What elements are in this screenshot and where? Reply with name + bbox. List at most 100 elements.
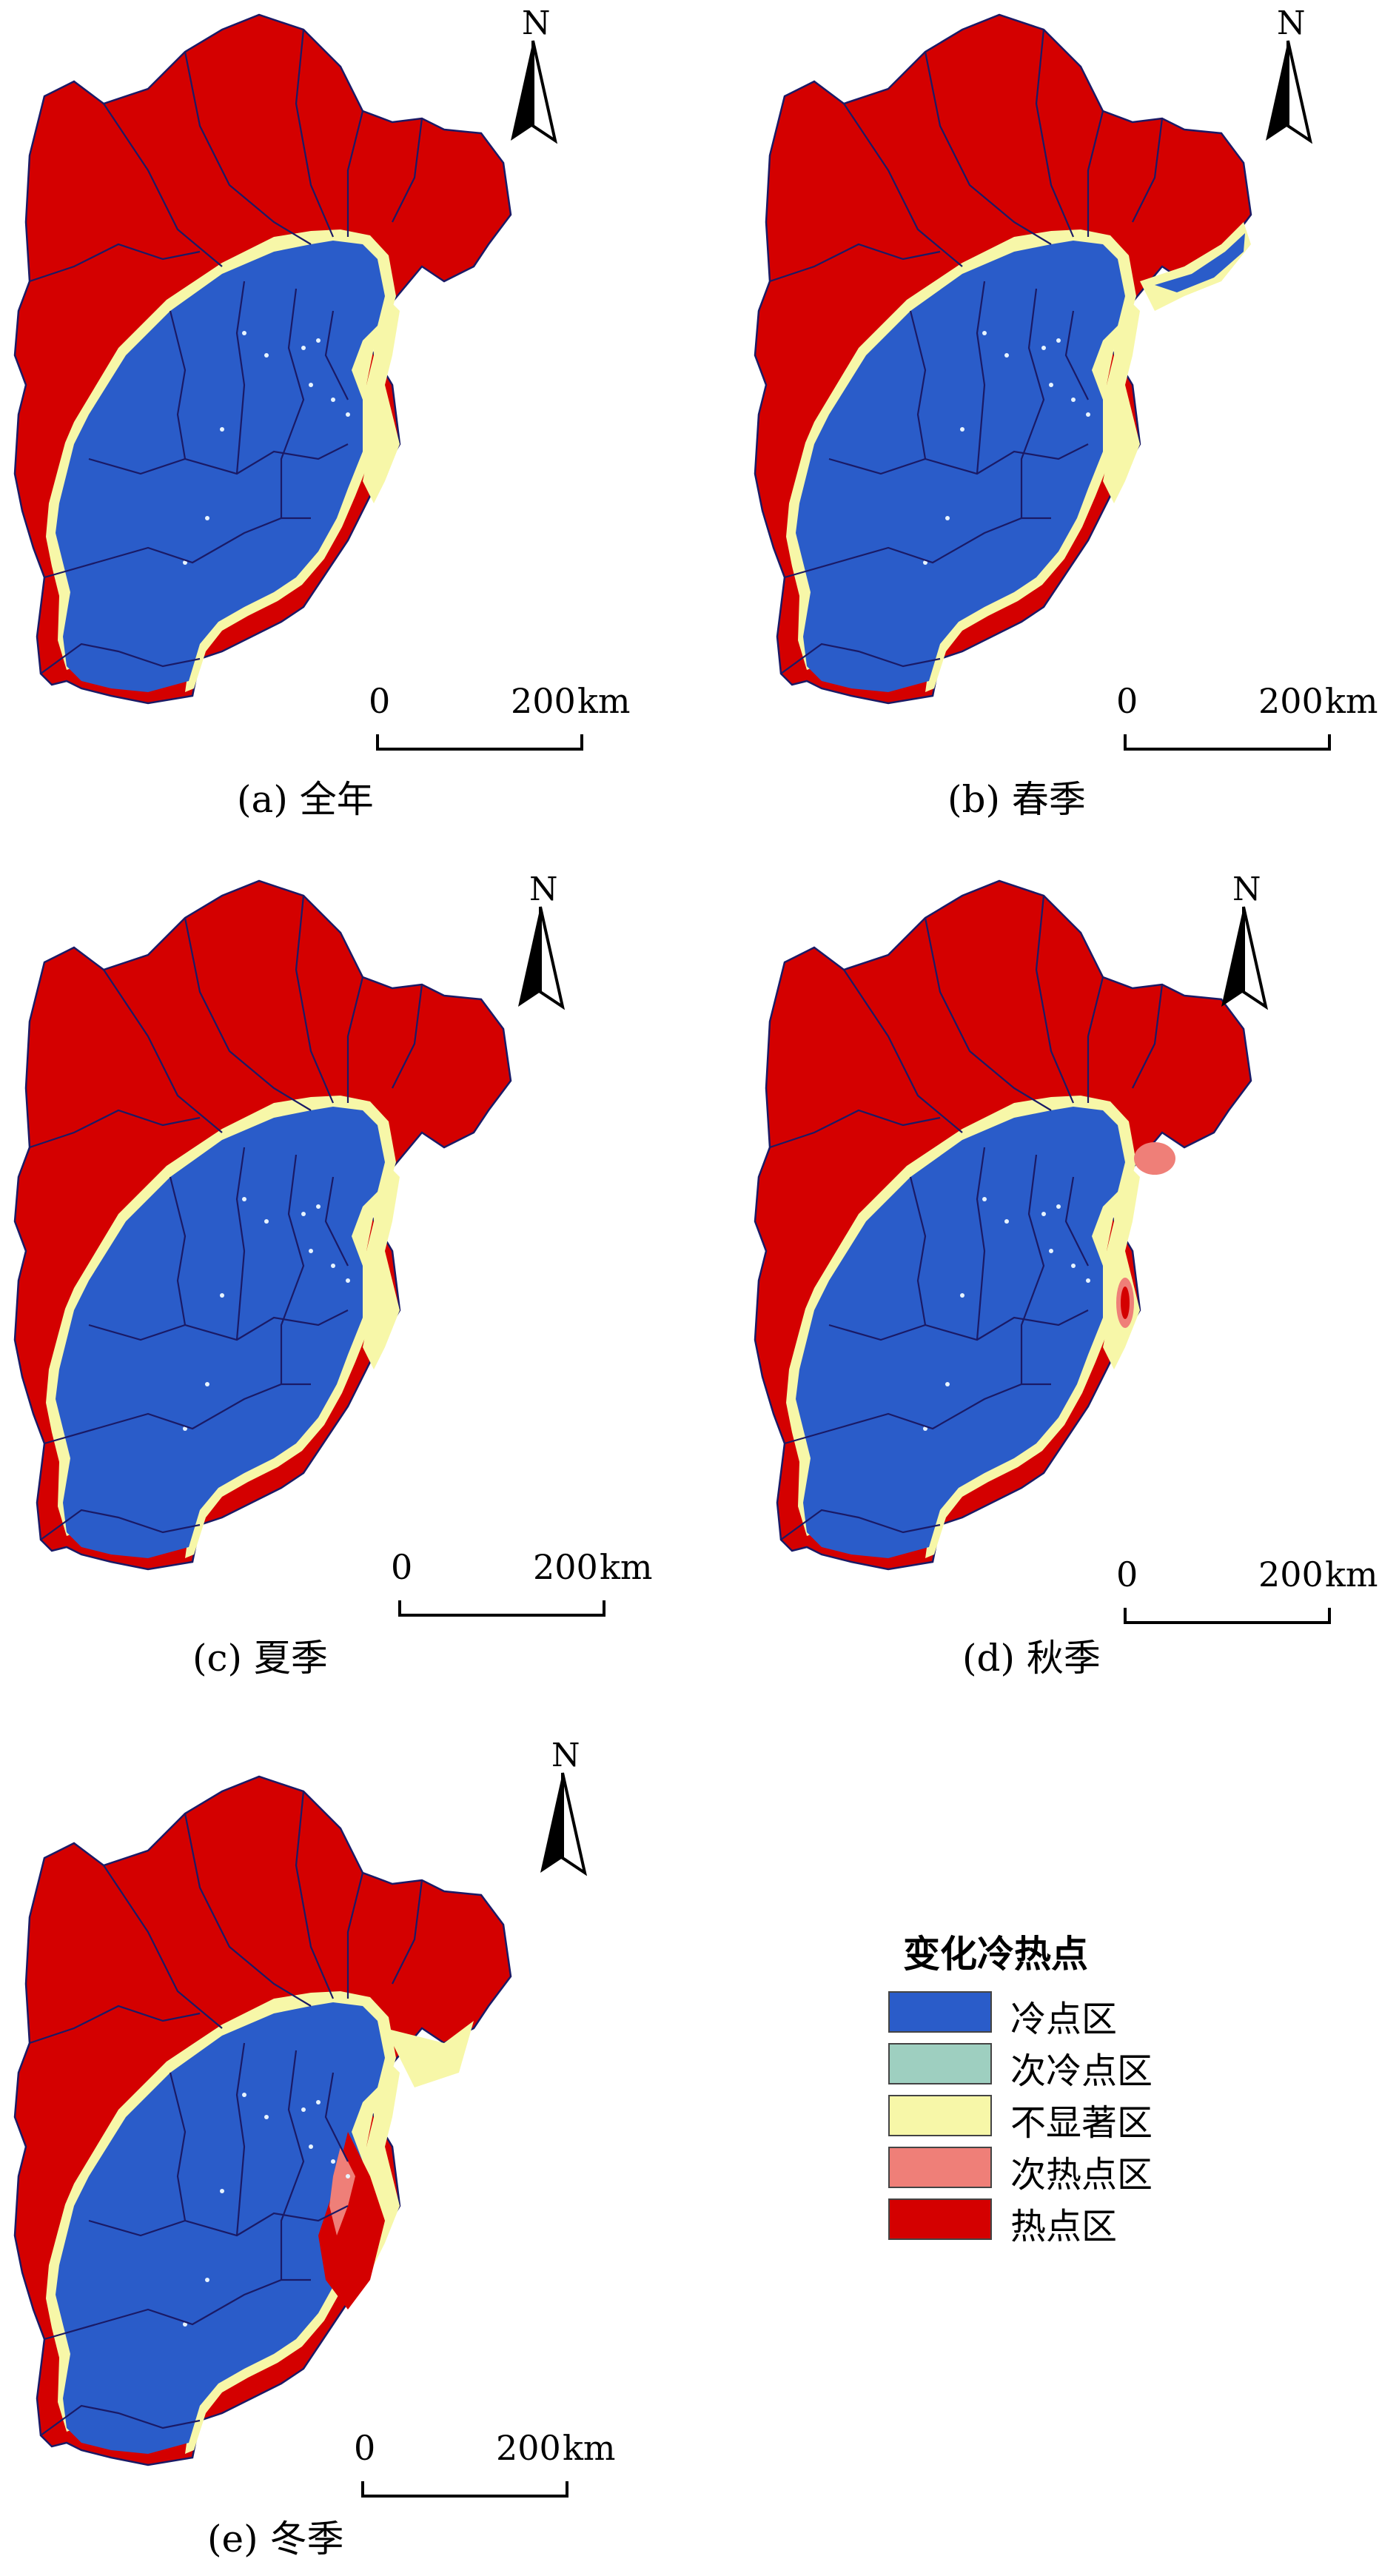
- speck: [309, 1249, 313, 1253]
- speck: [316, 338, 321, 343]
- scale-max: 200: [496, 2428, 561, 2468]
- speck: [945, 1382, 950, 1386]
- speck: [1041, 346, 1046, 350]
- panel-caption: (d) 秋季: [962, 1637, 1101, 1680]
- map-panel-autumn: N 0 200 km (d) 秋季: [740, 866, 1399, 1710]
- speck: [301, 2107, 306, 2112]
- admin-boundary: [324, 1176, 349, 1267]
- map-body: [13, 13, 512, 705]
- speck: [346, 2174, 350, 2178]
- legend-label: 次热点区: [1010, 2154, 1153, 2196]
- speck: [331, 1264, 335, 1268]
- north-arrow-icon: [1221, 906, 1269, 1010]
- map-winter: [13, 1775, 512, 2466]
- map-body: [13, 879, 512, 1571]
- map-panel-summer: N 0 200 km (c) 夏季: [0, 866, 700, 1710]
- admin-boundary: [280, 1154, 305, 1384]
- speck: [205, 2278, 209, 2282]
- admin-boundary: [1064, 1176, 1089, 1267]
- legend-label: 冷点区: [1010, 1999, 1118, 2040]
- admin-boundary: [924, 917, 1052, 1111]
- speck: [205, 516, 209, 520]
- scale-bar: 0 200 km: [363, 681, 631, 762]
- region-hot-east: [318, 2132, 385, 2310]
- admin-boundary: [1132, 118, 1164, 223]
- admin-boundary: [184, 917, 312, 1111]
- scale-bar: 0 200 km: [348, 2428, 616, 2509]
- scale-unit: km: [577, 681, 631, 721]
- region-neutral: [46, 1991, 396, 2454]
- speck: [346, 1278, 350, 1283]
- admin-boundary: [780, 643, 941, 674]
- speck: [923, 1426, 927, 1431]
- admin-boundary: [184, 1813, 312, 2007]
- region-neutral: [46, 229, 396, 692]
- region-cold: [56, 241, 385, 692]
- admin-boundary: [843, 103, 963, 267]
- admin-boundary: [295, 1791, 335, 1999]
- admin-boundary: [29, 1109, 201, 1149]
- region-neutral: [786, 229, 1136, 692]
- legend-swatch: [888, 2095, 992, 2136]
- speck: [945, 516, 950, 520]
- north-arrow: N: [518, 1737, 607, 1880]
- legend-label: 热点区: [1010, 2206, 1118, 2247]
- admin-boundary: [843, 969, 963, 1133]
- region-cold: [56, 1107, 385, 1558]
- scale-line: [361, 2481, 568, 2498]
- panel-caption: (b) 春季: [947, 778, 1086, 821]
- admin-boundary: [1132, 984, 1164, 1089]
- north-arrow: N: [1244, 4, 1332, 148]
- legend-swatch: [888, 2147, 992, 2188]
- scale-zero: 0: [369, 681, 391, 721]
- north-arrow-icon: [540, 1772, 588, 1876]
- legend-item-neutral: 不显著区: [888, 2089, 1214, 2144]
- region-cold-north: [1155, 233, 1245, 292]
- speck: [316, 1204, 321, 1209]
- speck: [183, 1426, 187, 1431]
- scale-max: 200: [511, 681, 576, 721]
- scale-max: 200: [1258, 681, 1323, 721]
- admin-boundary: [295, 29, 335, 238]
- scale-unit: km: [600, 1547, 653, 1587]
- scale-max: 200: [533, 1547, 598, 1587]
- scale-line: [398, 1600, 605, 1617]
- speck: [220, 2189, 224, 2193]
- north-arrow: N: [1199, 871, 1288, 1014]
- north-arrow: N: [489, 4, 577, 148]
- map-autumn: [754, 879, 1252, 1571]
- admin-boundary: [1035, 895, 1075, 1104]
- admin-boundary: [103, 969, 223, 1133]
- map-summer: [13, 879, 512, 1571]
- speck: [183, 2322, 187, 2327]
- admin-boundary: [1064, 310, 1089, 400]
- speck: [264, 353, 269, 358]
- legend-swatch: [888, 2198, 992, 2240]
- admin-boundary: [235, 2042, 246, 2236]
- admin-boundary: [103, 1865, 223, 2029]
- speck: [982, 1197, 987, 1201]
- region-neutral-east: [363, 1147, 400, 1369]
- north-label: N: [1232, 871, 1261, 908]
- speck: [1049, 383, 1053, 387]
- legend-swatch: [888, 2043, 992, 2084]
- north-label: N: [522, 4, 551, 42]
- speck: [183, 560, 187, 565]
- admin-boundary: [103, 103, 223, 267]
- speck: [346, 412, 350, 417]
- admin-boundary: [392, 1879, 423, 1985]
- admin-boundary: [346, 976, 364, 1103]
- legend-title: 变化冷热点: [903, 1932, 1088, 1976]
- speck: [960, 427, 964, 432]
- admin-boundary: [392, 118, 423, 223]
- admin-boundary: [280, 288, 305, 518]
- legend: 变化冷热点 冷点区 次冷点区 不显著区 次热点区 热点区: [888, 1925, 1214, 2247]
- region-neutral-east: [1103, 281, 1140, 503]
- region-neutral-north: [385, 2021, 474, 2087]
- speck: [1056, 338, 1061, 343]
- region-subhot: [329, 2147, 355, 2235]
- admin-boundary: [346, 1872, 364, 1999]
- admin-boundary: [40, 2404, 201, 2436]
- north-arrow: N: [496, 871, 585, 1014]
- admin-boundary: [780, 1509, 941, 1540]
